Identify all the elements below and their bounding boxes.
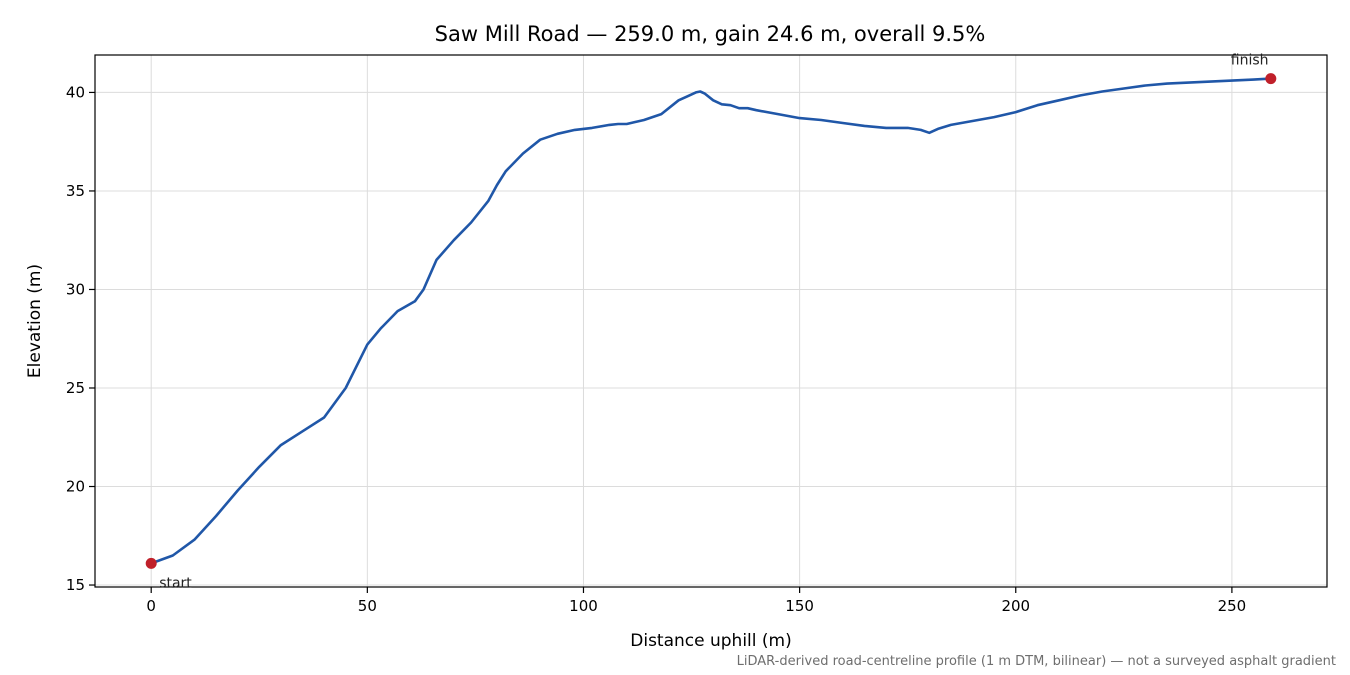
marker-layer: start finish	[145, 53, 1277, 591]
chart-title: Saw Mill Road — 259.0 m, gain 24.6 m, ov…	[435, 22, 986, 46]
x-tick-label: 250	[1218, 597, 1247, 615]
x-tick-label: 150	[785, 597, 814, 615]
y-tick-label: 30	[66, 280, 85, 298]
elevation-profile-line	[149, 77, 1273, 565]
start-marker	[145, 557, 157, 569]
grid-layer	[95, 55, 1327, 587]
finish-annotation: finish	[1231, 53, 1269, 69]
y-tick-label: 25	[66, 379, 85, 397]
tick-layer: 0 50 100 150 200 250 15 20 25 30 35 40	[66, 83, 1246, 615]
x-tick-label: 100	[569, 597, 598, 615]
x-tick-label: 200	[1001, 597, 1030, 615]
start-annotation: start	[159, 575, 192, 591]
y-tick-label: 40	[66, 83, 85, 101]
y-tick-label: 20	[66, 478, 85, 496]
x-tick-label: 0	[146, 597, 156, 615]
y-tick-label: 15	[66, 576, 85, 594]
plot-frame	[94, 54, 1328, 588]
data-source-footnote: LiDAR-derived road-centreline profile (1…	[737, 654, 1336, 669]
y-axis-label: Elevation (m)	[25, 264, 45, 378]
finish-marker	[1265, 73, 1277, 85]
x-axis-label: Distance uphill (m)	[630, 631, 791, 651]
x-tick-label: 50	[358, 597, 377, 615]
y-tick-label: 35	[66, 182, 85, 200]
